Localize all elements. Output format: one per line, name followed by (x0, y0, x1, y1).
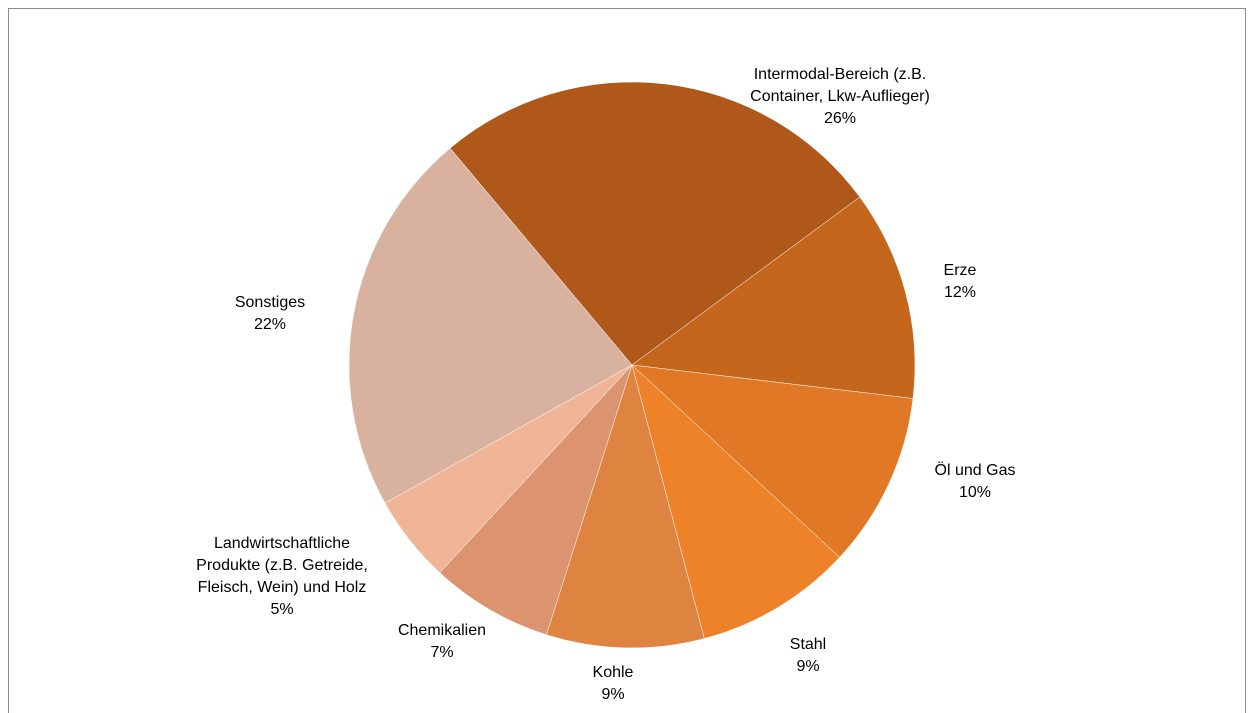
category-label: Erze (943, 262, 977, 279)
slice-label: Öl und Gas 10% (915, 460, 1035, 504)
value-label: 12% (943, 284, 977, 301)
slice-label: Landwirtschaftliche Produkte (z.B. Getre… (187, 533, 377, 621)
category-label: Öl und Gas (934, 462, 1016, 479)
slice-label: Intermodal-Bereich (z.B. Container, Lkw-… (720, 64, 960, 130)
category-label: Intermodal-Bereich (z.B. Container, Lkw-… (750, 66, 930, 105)
value-label: 10% (958, 484, 992, 501)
slice-label: Chemikalien 7% (362, 620, 522, 664)
value-label: 9% (601, 686, 625, 703)
slice-label: Sonstiges 22% (200, 292, 340, 336)
slice-label: Stahl 9% (748, 634, 868, 678)
value-label: 22% (253, 316, 287, 333)
pie-slice (348, 147, 633, 504)
pie-slice (631, 364, 914, 558)
pie-slice (546, 364, 705, 649)
pie-slice (449, 81, 861, 366)
category-label: Sonstiges (234, 294, 306, 311)
value-label: 9% (796, 658, 820, 675)
pie-slice (631, 364, 840, 639)
category-label: Chemikalien (397, 622, 487, 639)
category-label: Kohle (592, 664, 634, 681)
value-label: 7% (430, 644, 454, 661)
pie-slice (631, 196, 916, 399)
category-label: Landwirtschaftliche Produkte (z.B. Getre… (196, 535, 368, 596)
chart-frame (8, 8, 1246, 713)
slice-label: Erze 12% (900, 260, 1020, 304)
slice-label: Kohle 9% (553, 662, 673, 706)
category-label: Stahl (789, 636, 827, 653)
value-label: 5% (270, 601, 294, 618)
pie-slice (439, 364, 633, 636)
value-label: 26% (823, 110, 857, 127)
